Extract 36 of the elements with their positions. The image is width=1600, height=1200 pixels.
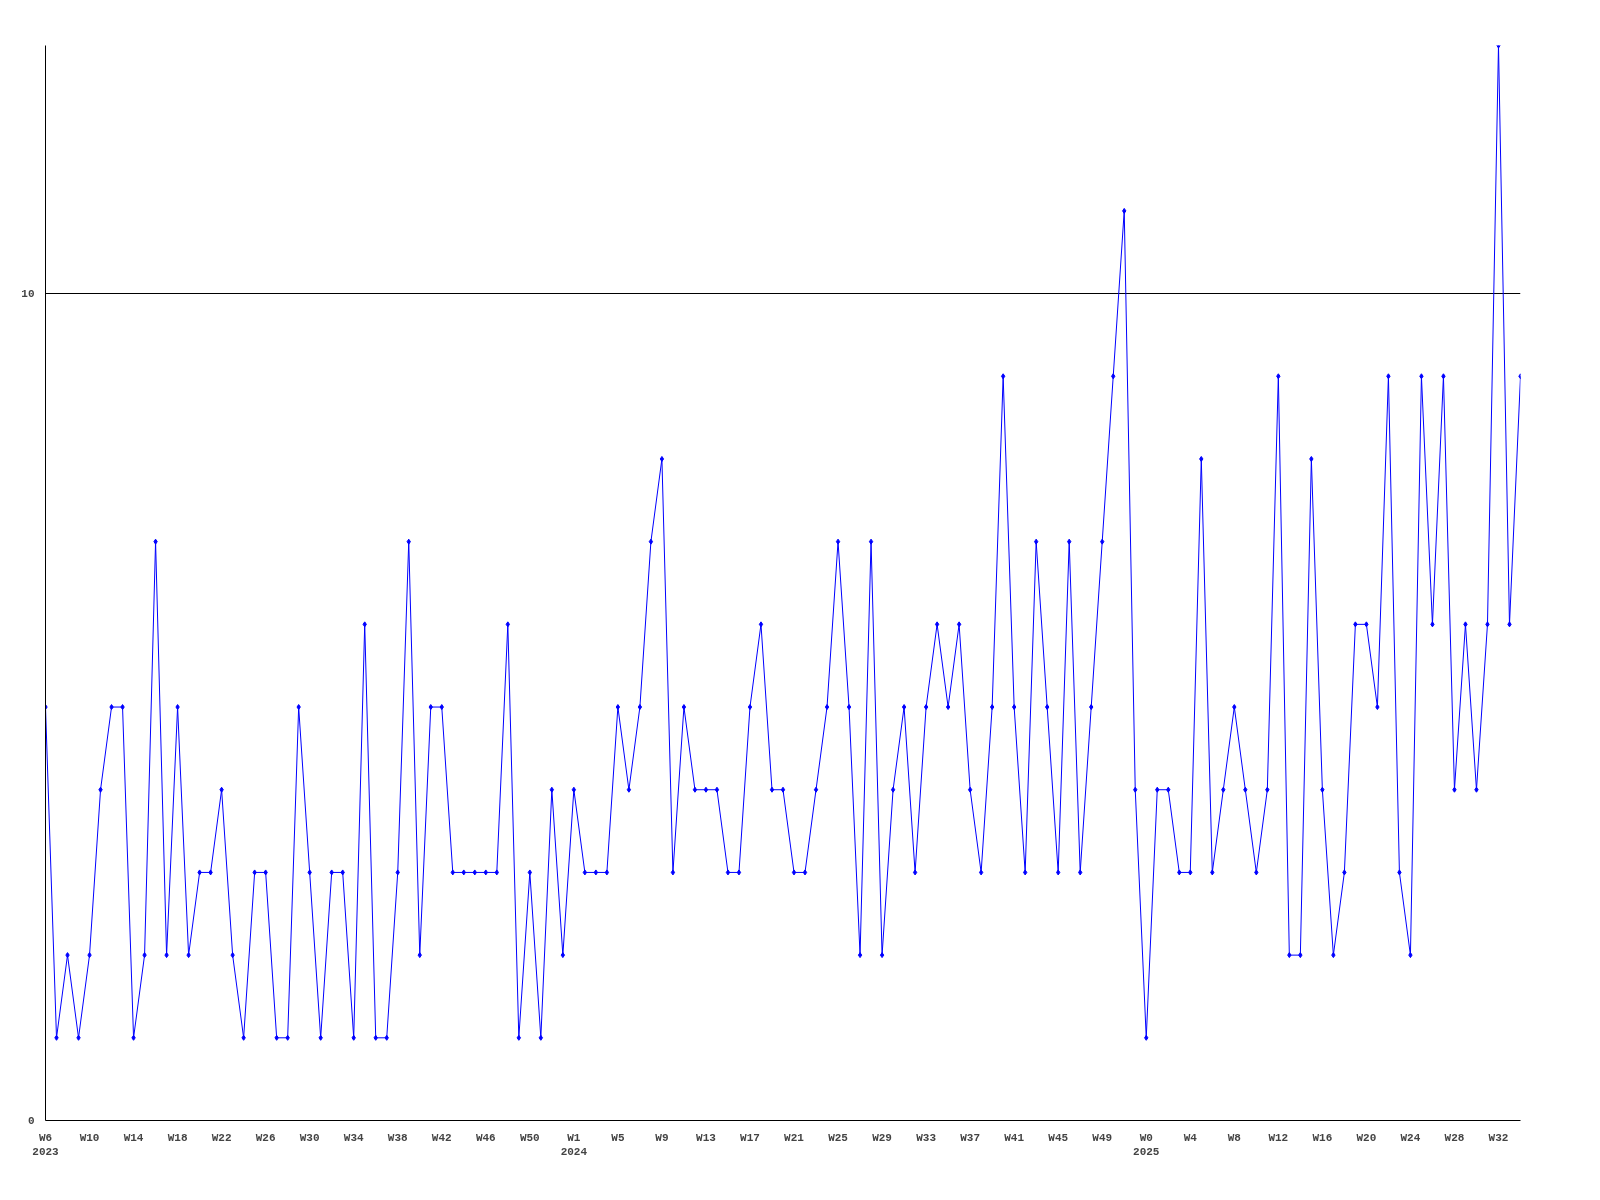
x-tick-label: W21 [784, 1131, 805, 1144]
x-tick-label: W17 [740, 1131, 760, 1144]
x-tick-label: W22 [211, 1131, 232, 1144]
x-tick-label: W12 [1268, 1131, 1289, 1144]
x-tick-label: W24 [1400, 1131, 1421, 1144]
x-tick-label: W0 2025 [1133, 1131, 1160, 1158]
x-tick-label: W37 [960, 1131, 981, 1144]
x-tick-label: W18 [167, 1131, 188, 1144]
x-tick-label: W46 [475, 1131, 496, 1144]
x-tick-label: W9 [655, 1131, 669, 1144]
x-tick-label: W26 [255, 1131, 276, 1144]
x-tick-label: W38 [387, 1131, 409, 1144]
x-tick-label: W20 [1356, 1131, 1377, 1144]
x-tick-label: W30 [299, 1131, 320, 1144]
x-tick-label: W25 [828, 1131, 849, 1144]
x-tick-label: W29 [872, 1131, 892, 1144]
x-tick-label: W8 [1227, 1131, 1242, 1144]
x-tick-label: W50 [519, 1131, 540, 1144]
y-tick-label: 10 [21, 288, 35, 301]
x-tick-label: W10 [79, 1131, 100, 1144]
x-tick-label: W49 [1092, 1131, 1113, 1144]
x-tick-label: W5 [611, 1131, 625, 1144]
x-tick-label: W16 [1312, 1131, 1333, 1144]
x-tick-label: W32 [1488, 1131, 1509, 1144]
x-tick-label: W28 [1444, 1131, 1465, 1144]
x-tick-label: W6 2023 [32, 1131, 60, 1158]
x-tick-label: W1 2024 [560, 1131, 588, 1158]
x-tick-label: W34 [343, 1131, 365, 1144]
x-tick-label: W41 [1004, 1131, 1025, 1144]
x-tick-label: W42 [431, 1131, 452, 1144]
y-tick-label: 0 [27, 1115, 35, 1127]
x-tick-label: W45 [1048, 1131, 1069, 1144]
x-tick-label: W13 [696, 1131, 717, 1144]
x-tick-label: W14 [123, 1131, 144, 1144]
x-tick-label: W4 [1183, 1131, 1198, 1144]
x-tick-label: W33 [916, 1131, 937, 1144]
